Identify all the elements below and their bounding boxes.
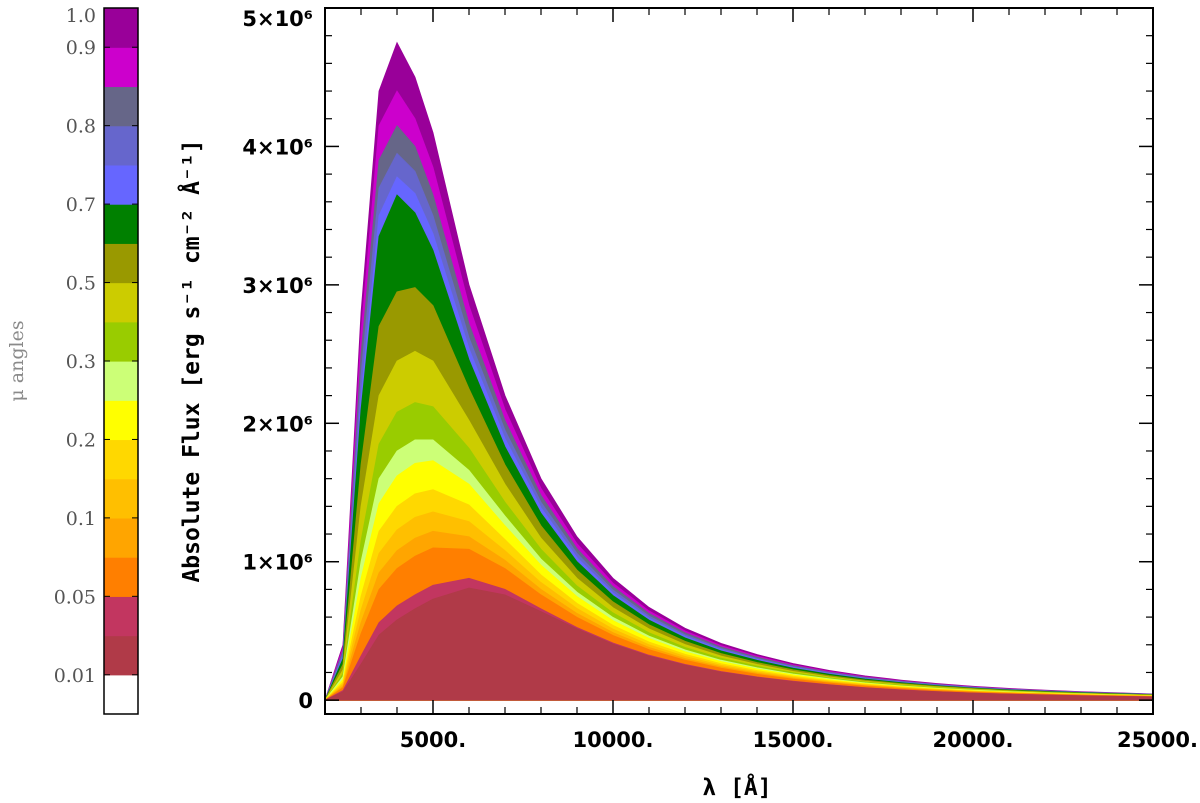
flux-areas [325, 41, 1153, 701]
y-tick-label-1: 1×10⁶ [242, 551, 313, 575]
x-tick-label-1: 10000. [572, 728, 653, 752]
colorbar-swatch-12 [104, 204, 138, 244]
colorbar-swatch-2 [104, 596, 138, 637]
y-tick-label-2: 2×10⁶ [242, 412, 313, 436]
colorbar-tick-label-6: 0.7 [66, 194, 96, 216]
colorbar-swatch-4 [104, 517, 138, 558]
colorbar-swatches [104, 8, 138, 715]
mu-colorbar: 0.01 0.05 0.1 0.2 0.3 0.5 0.7 0.8 0.9 1.0 μ angle… [6, 5, 139, 715]
colorbar-tick-label-4: 0.3 [66, 351, 96, 373]
x-axis-label: λ [Å] [702, 773, 771, 801]
colorbar-swatch-10 [104, 282, 138, 323]
x-tick-label-3: 20000. [932, 728, 1013, 752]
colorbar-ticks: 0.01 0.05 0.1 0.2 0.3 0.5 0.7 0.8 0.9 1.0 [54, 5, 138, 687]
x-tick-label-2: 15000. [752, 728, 833, 752]
x-tick-label-4: 25000. [1117, 728, 1198, 752]
colorbar-tick-label-1: 0.05 [54, 586, 96, 608]
flux-area-16 [325, 587, 1153, 701]
colorbar-swatch-8 [104, 361, 138, 401]
colorbar-tick-label-0: 0.01 [54, 665, 96, 687]
colorbar-swatch-5 [104, 478, 138, 519]
colorbar-swatch-3 [104, 557, 138, 597]
y-tick-label-5: 5×10⁶ [242, 7, 313, 31]
colorbar-swatch-1 [104, 635, 138, 676]
y-tick-label-0: 0 [298, 689, 313, 713]
colorbar-tick-label-5: 0.5 [66, 273, 96, 295]
y-axis-ticks: 0 1×10⁶ 2×10⁶ 3×10⁶ 4×10⁶ 5×10⁶ [242, 7, 1153, 713]
colorbar-swatch-16 [104, 47, 138, 88]
x-tick-label-0: 5000. [400, 728, 466, 752]
y-axis-label: Absolute Flux [erg s⁻¹ cm⁻² Å⁻¹] [177, 139, 205, 582]
plot-frame [324, 7, 1154, 715]
colorbar-swatch-6 [104, 439, 138, 480]
x-axis-ticks: 5000. 10000. 15000. 20000. 25000. [360, 8, 1198, 752]
y-tick-label-3: 3×10⁶ [242, 274, 313, 298]
flux-plot: 5000. 10000. 15000. 20000. 25000. 0 1×10⁶ 2×10… [177, 7, 1198, 801]
colorbar-swatch-11 [104, 243, 138, 284]
colorbar-swatch-17 [104, 8, 138, 48]
y-tick-label-4: 4×10⁶ [242, 135, 313, 159]
colorbar-tick-label-7: 0.8 [66, 116, 96, 138]
colorbar-tick-label-2: 0.1 [66, 508, 96, 530]
colorbar-title: μ angles [6, 320, 28, 401]
colorbar-tick-label-8: 0.9 [66, 37, 96, 59]
colorbar-swatch-14 [104, 125, 138, 166]
colorbar-tick-label-9: 1.0 [66, 5, 96, 27]
colorbar-swatch-7 [104, 400, 138, 441]
colorbar-tick-label-3: 0.2 [66, 429, 96, 451]
colorbar-swatch-9 [104, 321, 138, 362]
colorbar-swatch-13 [104, 164, 138, 205]
colorbar-swatch-0 [104, 674, 138, 715]
colorbar-swatch-15 [104, 86, 138, 127]
